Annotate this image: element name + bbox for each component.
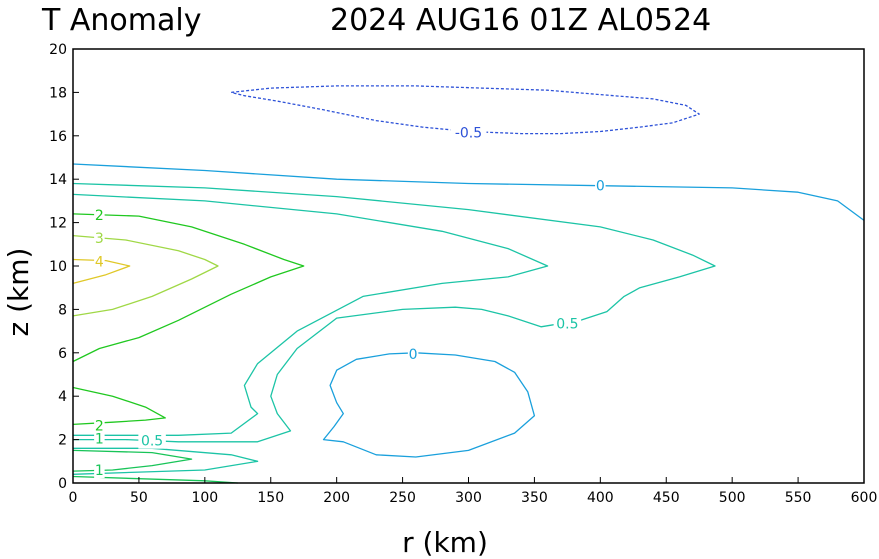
contour-line-1-7 <box>72 475 238 484</box>
chart-title-right: 2024 AUG16 01Z AL0524 <box>330 3 711 38</box>
contour-line-0.5-4 <box>72 193 549 436</box>
y-tick-label-4: 8 <box>58 302 67 318</box>
contour-label-bg-2 <box>407 345 419 362</box>
contour-label-5: 2 <box>95 208 104 224</box>
chart-title-left: T Anomaly <box>41 3 201 38</box>
x-tick-label-2: 100 <box>191 490 218 506</box>
x-tick-label-6: 300 <box>455 490 482 506</box>
contour-label-bg-5 <box>94 207 105 224</box>
contour-line-1-6 <box>72 449 193 472</box>
contour-label-8: 1 <box>95 432 104 448</box>
y-tick-label-10: 20 <box>49 42 67 58</box>
contour-layer <box>72 85 865 484</box>
contour-label-bg-8 <box>94 430 105 447</box>
y-tick-label-6: 12 <box>49 216 67 232</box>
contour-label-bg-0 <box>450 124 487 141</box>
y-tick-label-8: 16 <box>49 129 67 145</box>
x-tick-label-4: 200 <box>323 490 350 506</box>
contour-line--0.5-0 <box>231 85 700 135</box>
contour-line-3-10 <box>72 234 219 317</box>
contour-label-bg-3 <box>553 315 582 332</box>
x-axis-label: r (km) <box>402 526 488 559</box>
plot-frame <box>72 48 865 484</box>
x-tick-label-11: 550 <box>785 490 812 506</box>
x-tick-label-3: 150 <box>257 490 284 506</box>
y-tick-label-3: 6 <box>58 346 67 362</box>
y-tick-label-5: 10 <box>49 259 67 275</box>
x-tick-label-9: 450 <box>653 490 680 506</box>
contour-label-6: 2 <box>95 418 104 434</box>
x-tick-label-5: 250 <box>389 490 416 506</box>
contour-label-9: 3 <box>95 231 104 247</box>
contour-line-0-2 <box>322 352 536 458</box>
y-tick-label-2: 4 <box>58 389 67 405</box>
contour-label-0: -0.5 <box>455 126 482 142</box>
contour-label-4: 0.5 <box>141 434 163 450</box>
contour-label-3: 0.5 <box>556 317 578 333</box>
contour-label-10: 4 <box>95 255 104 271</box>
contour-label-bg-9 <box>94 229 105 246</box>
x-tick-label-10: 500 <box>719 490 746 506</box>
contour-label-bg-7 <box>94 461 105 478</box>
contour-line-2-8 <box>72 213 305 363</box>
contour-label-bg-6 <box>94 417 105 434</box>
contour-label-2: 0 <box>409 347 418 363</box>
contour-label-bg-10 <box>94 253 105 270</box>
x-tick-label-0: 0 <box>69 490 78 506</box>
x-tick-label-7: 350 <box>521 490 548 506</box>
x-tick-label-8: 400 <box>587 490 614 506</box>
contour-line-0.5-3 <box>72 182 716 443</box>
axis-layer: 0 50 100 150 200 250 300 350 400 450 500 550 6000246… <box>49 42 877 506</box>
contour-label-7: 1 <box>95 463 104 479</box>
y-tick-label-9: 18 <box>49 85 67 101</box>
x-tick-label-12: 600 <box>851 490 878 506</box>
contour-label-bg-4 <box>138 432 166 449</box>
y-axis-label: z (km) <box>2 248 35 337</box>
contour-label-1: 0 <box>596 179 605 195</box>
y-tick-label-0: 0 <box>58 476 67 492</box>
contour-line-0-1 <box>72 163 865 221</box>
y-tick-label-7: 14 <box>49 172 67 188</box>
contour-line-2-9 <box>72 386 166 426</box>
contour-label-bg-1 <box>595 177 606 194</box>
y-tick-label-1: 2 <box>58 433 67 449</box>
x-tick-label-1: 50 <box>130 490 148 506</box>
